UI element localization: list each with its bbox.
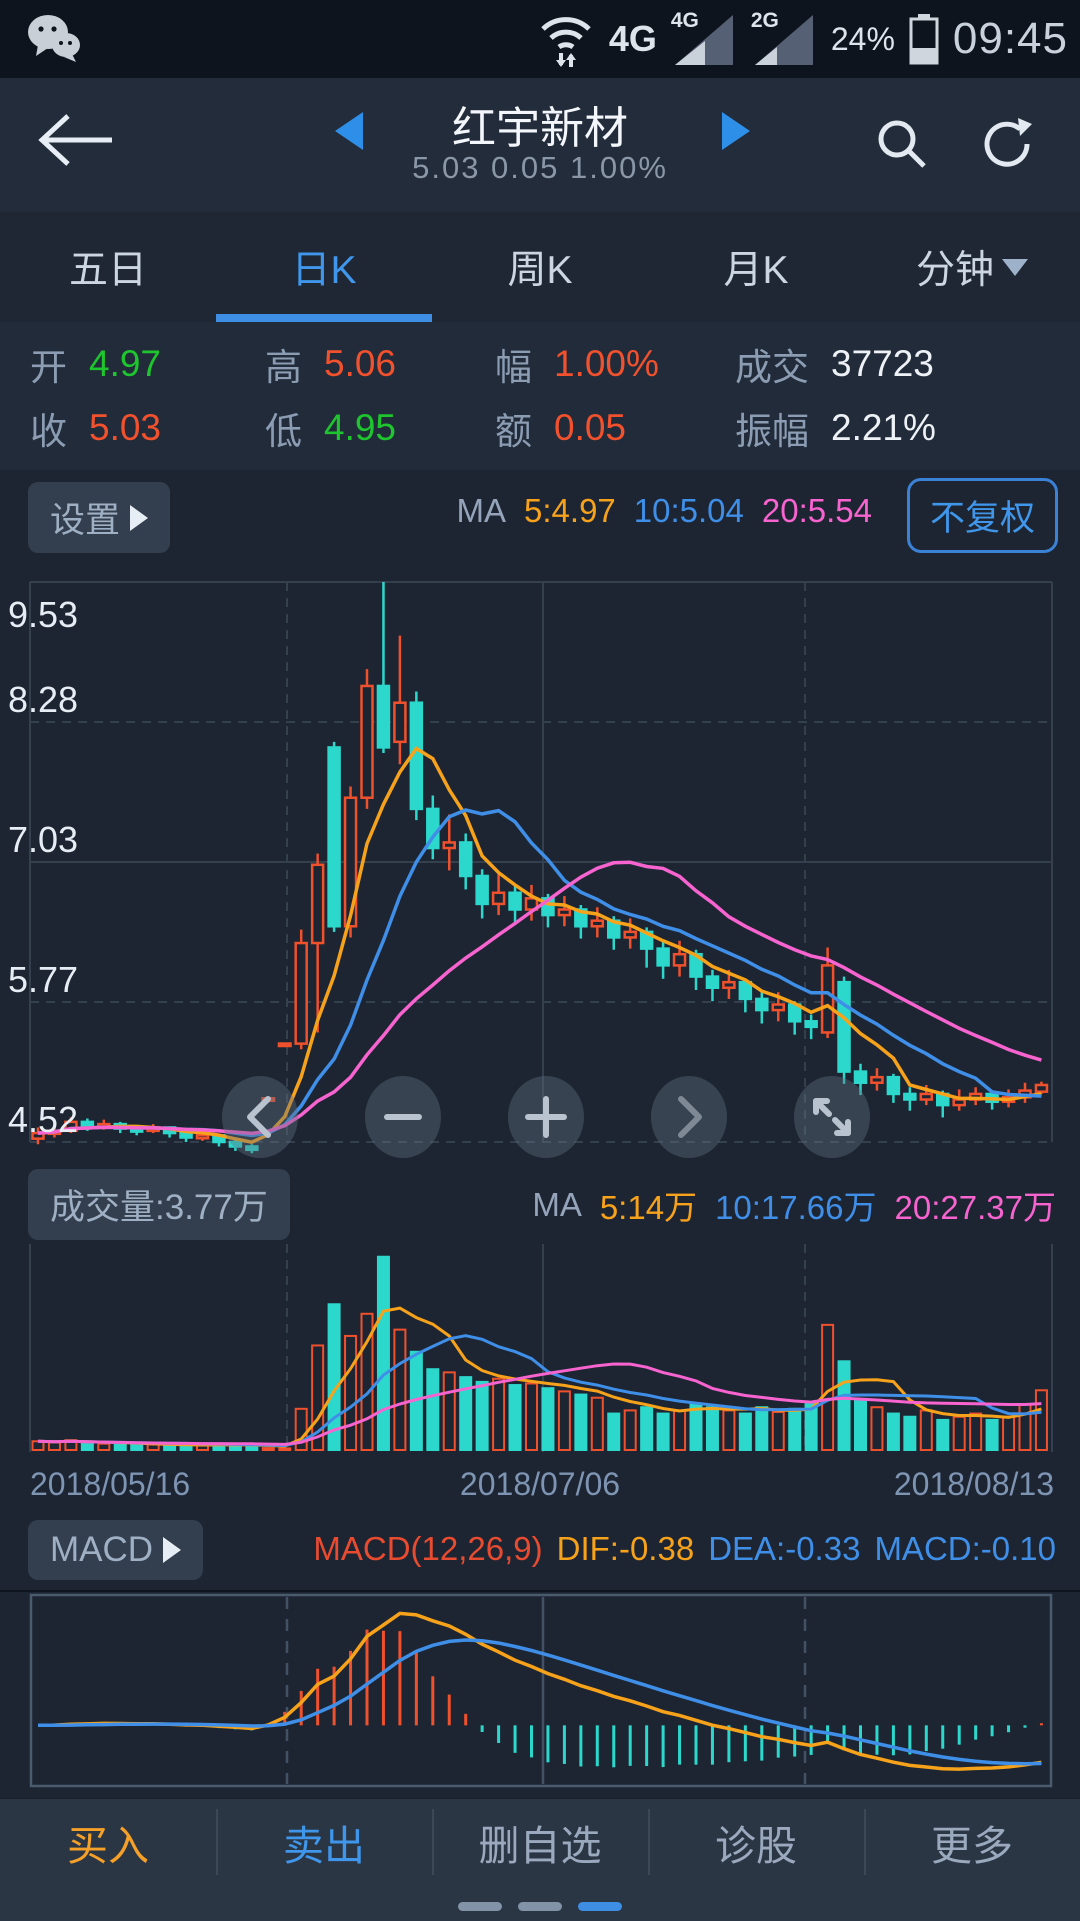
status-bar: 4G 4G 2G 24% 09:45	[0, 0, 1080, 78]
svg-text:9.53: 9.53	[8, 594, 78, 635]
stock-title: 红宇新材	[452, 104, 628, 153]
tab-five-day[interactable]: 五日	[68, 249, 147, 292]
volume-toolbar: 成交量:3.77万 MA 5:14万 10:17.66万 20:27.37万	[0, 1167, 1080, 1240]
wechat-icon	[28, 15, 80, 62]
tab-daily-k[interactable]: 日K	[291, 249, 357, 292]
stat-low: 低 4.95	[265, 407, 397, 452]
period-tabs: 五日 日K 周K 月K 分钟	[0, 212, 1080, 323]
stock-price-summary: 5.03 0.05 1.00%	[412, 150, 668, 185]
play-icon	[163, 1537, 182, 1563]
page-dot-active	[578, 1902, 622, 1911]
dif-value: DIF:-0.38	[556, 1530, 695, 1567]
svg-text:8.28: 8.28	[8, 679, 78, 720]
buy-button[interactable]: 买入	[67, 1823, 149, 1869]
macd-legend: MACD(12,26,9) DIF:-0.38 DEA:-0.33 MACD:-…	[313, 1530, 1056, 1568]
minus-icon	[384, 1114, 422, 1120]
stat-amplitude: 振幅 2.21%	[735, 407, 936, 452]
chevron-left-icon	[247, 1096, 271, 1138]
axis-date-end: 2018/08/13	[893, 1466, 1054, 1502]
macd-value: MACD:-0.10	[874, 1530, 1056, 1567]
volume-ma-legend: MA 5:14万 10:17.66万 20:27.37万	[532, 1181, 1056, 1229]
bottom-action-bar: 买入 卖出 删自选 诊股 更多	[0, 1798, 1080, 1921]
play-icon	[130, 504, 149, 531]
zoom-out-button[interactable]	[365, 1076, 441, 1158]
date-axis: 2018/05/16 2018/07/06 2018/08/13	[0, 1456, 1080, 1518]
kline-toolbar: 设置 MA 5:4.97 10:5.04 20:5.54 不复权	[0, 470, 1080, 562]
network-type-label: 4G	[608, 18, 657, 59]
svg-text:4.52: 4.52	[8, 1099, 78, 1140]
wifi-icon	[541, 17, 591, 67]
adjust-mode-button[interactable]: 不复权	[906, 478, 1058, 553]
active-tab-underline	[216, 314, 432, 322]
sell-button[interactable]: 卖出	[216, 1799, 432, 1885]
kline-ma-legend: MA 5:4.97 10:5.04 20:5.54	[456, 492, 872, 529]
signal-sim1-icon: 4G	[671, 9, 737, 67]
pan-left-button[interactable]	[222, 1076, 298, 1158]
search-icon[interactable]	[872, 114, 932, 174]
remove-watchlist-button[interactable]: 删自选	[432, 1799, 648, 1885]
macd-toolbar: MACD MACD(12,26,9) DIF:-0.38 DEA:-0.33 M…	[0, 1518, 1080, 1590]
ma10-value: 10:5.04	[633, 492, 744, 529]
vol-ma10-value: 10:17.66万	[715, 1189, 877, 1226]
stat-high: 高 5.06	[265, 343, 397, 388]
dea-value: DEA:-0.33	[708, 1530, 861, 1567]
axis-date-mid: 2018/07/06	[459, 1466, 621, 1502]
stat-amount: 额 0.05	[495, 407, 627, 452]
back-icon[interactable]	[36, 108, 118, 172]
zoom-in-button[interactable]	[508, 1076, 584, 1158]
spacer	[0, 1790, 1080, 1798]
next-stock-icon[interactable]	[722, 112, 750, 150]
quote-stats: 开 4.97 高 5.06 幅 1.00% 成交 37723 收 5.03 低 4.95 额…	[0, 322, 1080, 470]
pan-right-button[interactable]	[651, 1076, 727, 1158]
ma20-value: 20:5.54	[761, 492, 872, 529]
macd-chart[interactable]	[0, 1592, 1080, 1790]
stat-open: 开 4.97	[30, 343, 162, 388]
plus-icon	[525, 1096, 567, 1138]
ma5-value: 5:4.97	[524, 492, 616, 529]
header: 红宇新材 5.03 0.05 1.00%	[0, 78, 1080, 213]
volume-chart[interactable]	[0, 1240, 1080, 1456]
more-button[interactable]: 更多	[864, 1799, 1080, 1885]
stat-volume: 成交 37723	[735, 343, 934, 388]
volume-label-button[interactable]: 成交量:3.77万	[28, 1169, 290, 1240]
expand-icon	[813, 1098, 851, 1136]
macd-params: MACD(12,26,9)	[313, 1530, 543, 1567]
signal-sim2-icon: 2G	[751, 9, 817, 67]
svg-text:5.77: 5.77	[8, 959, 78, 1000]
svg-text:7.03: 7.03	[8, 819, 78, 860]
page-dot	[458, 1902, 502, 1911]
stat-close: 收 5.03	[30, 407, 162, 452]
battery-icon	[909, 14, 939, 65]
chevron-down-icon	[1002, 258, 1028, 276]
diagnose-button[interactable]: 诊股	[648, 1799, 864, 1885]
macd-button[interactable]: MACD	[28, 1520, 204, 1580]
vol-ma5-value: 5:14万	[599, 1189, 698, 1226]
chevron-right-icon	[678, 1096, 702, 1138]
settings-button[interactable]: 设置	[28, 482, 171, 553]
kline-chart[interactable]: 9.53 8.28 7.03 5.77 4.52	[0, 562, 1080, 1167]
clock: 09:45	[952, 14, 1068, 63]
battery-percent: 24%	[830, 20, 895, 57]
vol-ma20-value: 20:27.37万	[894, 1189, 1056, 1226]
tab-monthly-k[interactable]: 月K	[723, 249, 789, 292]
prev-stock-icon[interactable]	[335, 112, 363, 150]
tab-minute[interactable]: 分钟	[864, 212, 1080, 322]
page-indicator	[0, 1902, 1080, 1911]
page-dot	[518, 1902, 562, 1911]
fullscreen-button[interactable]	[794, 1076, 870, 1158]
refresh-icon[interactable]	[978, 114, 1038, 174]
tab-weekly-k[interactable]: 周K	[507, 249, 573, 292]
stat-change-pct: 幅 1.00%	[495, 343, 659, 388]
axis-date-start: 2018/05/16	[30, 1466, 191, 1502]
